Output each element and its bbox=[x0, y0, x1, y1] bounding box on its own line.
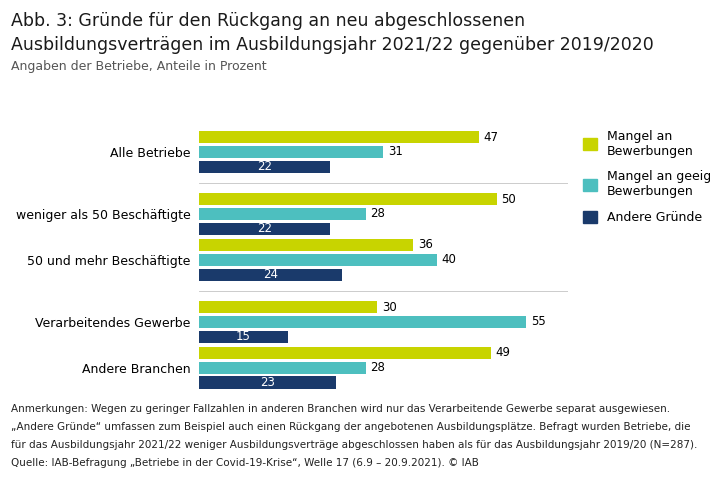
Text: 24: 24 bbox=[263, 268, 278, 281]
Text: Ausbildungsverträgen im Ausbildungsjahr 2021/22 gegenüber 2019/2020: Ausbildungsverträgen im Ausbildungsjahr … bbox=[11, 36, 653, 54]
Bar bbox=[199, 347, 491, 359]
Bar bbox=[199, 331, 288, 343]
Text: Abb. 3: Gründe für den Rückgang an neu abgeschlossenen: Abb. 3: Gründe für den Rückgang an neu a… bbox=[11, 12, 525, 30]
Text: für das Ausbildungsjahr 2021/22 weniger Ausbildungsverträge abgeschlossen haben : für das Ausbildungsjahr 2021/22 weniger … bbox=[11, 440, 697, 450]
Text: 49: 49 bbox=[496, 347, 510, 359]
Text: 50: 50 bbox=[501, 193, 516, 206]
Bar bbox=[199, 208, 366, 220]
Text: 22: 22 bbox=[257, 222, 272, 235]
Text: 55: 55 bbox=[531, 315, 546, 328]
Text: Quelle: IAB-Befragung „Betriebe in der Covid-19-Krise“, Welle 17 (6.9 – 20.9.202: Quelle: IAB-Befragung „Betriebe in der C… bbox=[11, 458, 479, 468]
Bar bbox=[199, 316, 526, 328]
Bar bbox=[199, 193, 496, 205]
Bar bbox=[199, 239, 413, 251]
Text: 40: 40 bbox=[442, 253, 457, 266]
Bar bbox=[199, 377, 336, 389]
Text: 36: 36 bbox=[418, 239, 433, 251]
Bar bbox=[199, 161, 330, 173]
Bar bbox=[199, 254, 437, 266]
Text: „Andere Gründe“ umfassen zum Beispiel auch einen Rückgang der angebotenen Ausbil: „Andere Gründe“ umfassen zum Beispiel au… bbox=[11, 422, 690, 432]
Text: 15: 15 bbox=[236, 330, 251, 343]
Text: 28: 28 bbox=[371, 361, 385, 374]
Bar bbox=[199, 269, 342, 281]
Text: Anmerkungen: Wegen zu geringer Fallzahlen in anderen Branchen wird nur das Verar: Anmerkungen: Wegen zu geringer Fallzahle… bbox=[11, 404, 670, 414]
Bar bbox=[199, 223, 330, 235]
Text: Angaben der Betriebe, Anteile in Prozent: Angaben der Betriebe, Anteile in Prozent bbox=[11, 60, 266, 73]
Text: 23: 23 bbox=[260, 376, 275, 389]
Text: 28: 28 bbox=[371, 207, 385, 220]
Text: 31: 31 bbox=[388, 145, 403, 158]
Bar bbox=[199, 131, 479, 143]
Bar bbox=[199, 301, 378, 313]
Bar bbox=[199, 146, 383, 158]
Bar bbox=[199, 362, 366, 374]
Text: 47: 47 bbox=[484, 130, 498, 143]
Text: 30: 30 bbox=[382, 301, 397, 314]
Legend: Mangel an
Bewerbungen, Mangel an geeigneten
Bewerbungen, Andere Gründe: Mangel an Bewerbungen, Mangel an geeigne… bbox=[583, 130, 710, 224]
Text: 22: 22 bbox=[257, 160, 272, 173]
